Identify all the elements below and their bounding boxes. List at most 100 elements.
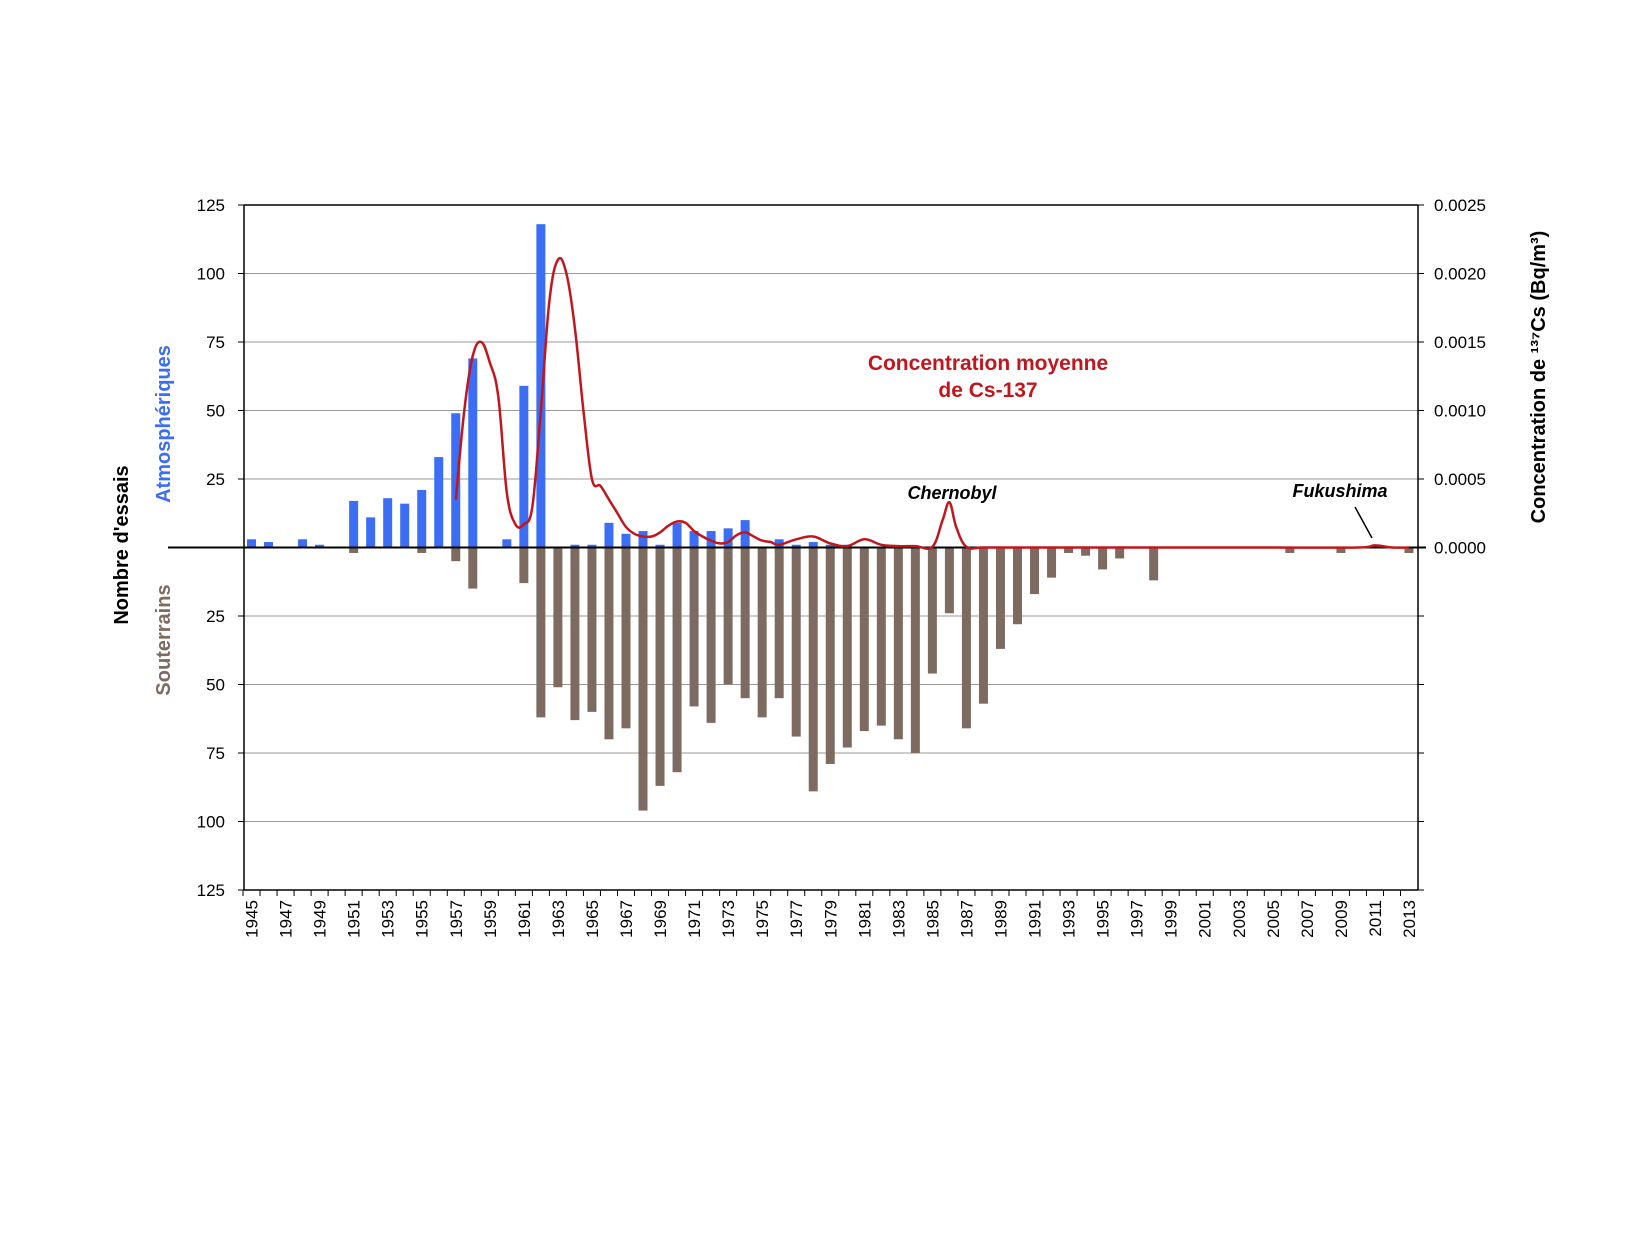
x-tick-label: 1989 (992, 900, 1011, 938)
underground-bar (672, 547, 682, 773)
atmospheric-bar (672, 522, 682, 548)
left-tick-label: 25 (206, 607, 225, 626)
underground-bar (978, 547, 988, 704)
underground-bar (536, 547, 546, 718)
right-tick-label: 0.0025 (1434, 196, 1486, 215)
x-tick-label: 2007 (1298, 900, 1317, 938)
x-tick-label: 1999 (1162, 900, 1181, 938)
underground-bar (944, 547, 954, 614)
concentration-line-layer (454, 256, 1410, 550)
atmospheric-bar (502, 539, 512, 548)
atmospheric-bar (315, 544, 325, 548)
right-tick-label: 0.0015 (1434, 333, 1486, 352)
x-tick-label: 1959 (481, 900, 500, 938)
left-tick-label: 75 (206, 333, 225, 352)
atmospheric-bar (298, 539, 308, 548)
underground-bar (621, 547, 631, 729)
right-tick-label: 0.0010 (1434, 402, 1486, 421)
concentration-line (454, 256, 1410, 550)
atmospheric-bar (808, 542, 818, 548)
underground-bar (1030, 547, 1040, 595)
underground-bar (1047, 547, 1057, 578)
x-tick-label: 1963 (549, 900, 568, 938)
underground-bar (1404, 547, 1414, 553)
underground-bar (468, 547, 478, 589)
x-tick-label: 1947 (277, 900, 296, 938)
fukushima-annotation: Fukushima (1292, 481, 1387, 501)
x-tick-label: 1969 (651, 900, 670, 938)
underground-bar (638, 547, 648, 811)
atmospheric-bar (349, 500, 359, 548)
underground-bar (1081, 547, 1091, 556)
atmospheric-bar (519, 385, 529, 548)
underground-bar (876, 547, 886, 726)
right-tick-label: 0.0020 (1434, 265, 1486, 284)
x-tick-label: 1981 (855, 900, 874, 938)
underground-bar (842, 547, 852, 748)
underground-bar (417, 547, 427, 553)
x-tick-label: 1957 (447, 900, 466, 938)
left-tick-label: 100 (197, 813, 225, 832)
underground-bar (825, 547, 835, 764)
underground-bar (655, 547, 665, 786)
atmospheric-bar (434, 457, 444, 548)
left-tick-label: 75 (206, 744, 225, 763)
underground-bar (995, 547, 1005, 649)
x-tick-label: 1965 (583, 900, 602, 938)
underground-bar (587, 547, 597, 712)
atmospheric-bar (774, 539, 784, 548)
atmospheric-bar (247, 539, 256, 548)
atmospheric-bar (264, 542, 274, 548)
fukushima-pointer-line (1354, 506, 1373, 539)
underground-bar (740, 547, 750, 699)
x-tick-label: 1971 (685, 900, 704, 938)
x-tick-label: 2011 (1366, 900, 1385, 937)
x-tick-label: 1997 (1128, 900, 1147, 938)
atmospheric-bar (570, 544, 580, 548)
underground-bar (1149, 547, 1159, 581)
right-tick-label: 0.0000 (1434, 539, 1486, 558)
underground-bar (808, 547, 818, 792)
underground-bar (570, 547, 580, 721)
left-tick-label: 125 (197, 881, 225, 900)
underground-bar (706, 547, 716, 723)
underground-bar (689, 547, 699, 707)
atmospheric-bar (825, 544, 835, 548)
atmospheric-bar (366, 517, 376, 548)
concentration-label-line1: Concentration moyenne (868, 352, 1108, 375)
underground-bar (1064, 547, 1074, 553)
atmospheric-bar (587, 544, 597, 548)
underground-bar (349, 547, 359, 553)
atmospheric-bar (791, 544, 801, 548)
x-tick-label: 1977 (787, 900, 806, 938)
x-tick-label: 1991 (1026, 900, 1045, 938)
atmospheric-bar (604, 522, 614, 548)
x-tick-label: 1953 (379, 900, 398, 938)
x-tick-label: 1961 (515, 900, 534, 938)
atmospheric-bar (689, 531, 699, 548)
left-tick-labels: 25 50 75 100 125 25 50 75 100 125 (197, 196, 225, 900)
underground-bar (1012, 547, 1022, 625)
y-axis-title-left: Nombre d'essais (111, 465, 133, 624)
underground-bar (791, 547, 801, 737)
left-tick-label: 25 (206, 470, 225, 489)
x-tick-labels: 1945 1947 1949 1951 1953 1955 1957 1959 1961 1963… (243, 900, 1420, 938)
atmospheric-bar (417, 489, 427, 548)
x-tick-label: 1979 (821, 900, 840, 938)
left-tick-label: 50 (206, 676, 225, 695)
atmospheric-bar (655, 544, 665, 548)
underground-bar (859, 547, 869, 732)
x-tick-label: 2003 (1230, 900, 1249, 938)
atmospheric-bars (247, 224, 852, 548)
underground-bar (910, 547, 920, 753)
x-tick-label: 2009 (1332, 900, 1351, 938)
x-tick-label: 1985 (923, 900, 942, 938)
underground-bar (927, 547, 937, 674)
x-tick-label: 2001 (1196, 900, 1215, 938)
underground-bar (1336, 547, 1346, 553)
underground-bar (774, 547, 784, 699)
underground-bar (1285, 547, 1295, 553)
x-tick-label: 1987 (957, 900, 976, 938)
x-tick-label: 2005 (1264, 900, 1283, 938)
